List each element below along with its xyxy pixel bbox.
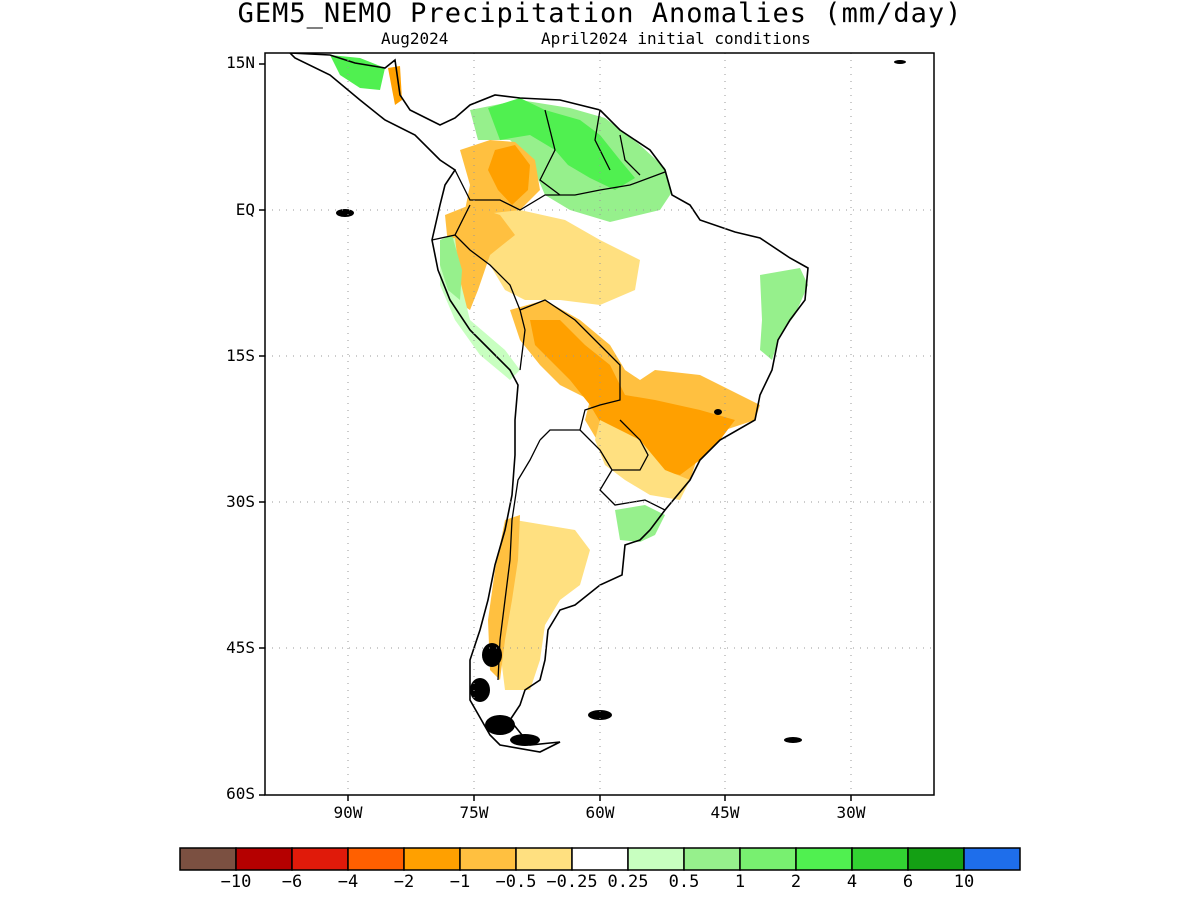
grid-lines — [265, 53, 934, 795]
colorbar-swatch — [235, 847, 293, 871]
lon-label-30w: 30W — [836, 803, 866, 822]
colorbar-swatch — [907, 847, 965, 871]
lon-label-60w: 60W — [585, 803, 615, 822]
colorbar-swatch — [851, 847, 909, 871]
colorbar-swatch — [571, 847, 629, 871]
colorbar-swatch — [403, 847, 461, 871]
axis-ticks — [259, 63, 852, 801]
venezuela-wet-region — [488, 98, 635, 190]
colorbar-label: 4 — [846, 872, 858, 892]
colorbar-label: 0.25 — [607, 872, 649, 892]
colorbar-swatch — [739, 847, 797, 871]
chart-title: GEM5_NEMO Precipitation Anomalies (mm/da… — [237, 0, 963, 29]
colorbar-label: 6 — [902, 872, 914, 892]
colorbar-swatch — [459, 847, 517, 871]
central-america-dry-region — [388, 66, 402, 105]
lon-label-75w: 75W — [459, 803, 489, 822]
uruguay-wet-region — [615, 505, 665, 542]
lon-label-45w: 45W — [710, 803, 740, 822]
colorbar-label: −2 — [393, 872, 415, 892]
colorbar-swatch — [795, 847, 853, 871]
colorbar-label: −6 — [281, 872, 303, 892]
colombia-core-dry-region — [488, 145, 530, 205]
andes-south-dry-region — [488, 515, 520, 680]
colorbar-label: −10 — [220, 872, 252, 892]
map-area — [265, 53, 934, 795]
colorbar-swatch — [179, 847, 237, 871]
lat-label-60s: 60S — [226, 784, 255, 803]
brazil-southeast-dry-region — [530, 320, 735, 475]
colorbar-label: 1 — [734, 872, 746, 892]
lat-label-45s: 45S — [226, 638, 255, 657]
anomaly-shading — [330, 55, 808, 690]
lat-label-15s: 15S — [226, 346, 255, 365]
forecast-month: Aug2024 — [381, 29, 449, 48]
colorbar-swatch — [683, 847, 741, 871]
colorbar-label: −4 — [337, 872, 359, 892]
colorbar-label: 10 — [953, 872, 975, 892]
islands — [336, 60, 906, 746]
lon-label-90w: 90W — [333, 803, 363, 822]
amazon-dry-region — [475, 210, 640, 305]
colorbar-label: 0.5 — [668, 872, 700, 892]
colorbar-label: −1 — [449, 872, 471, 892]
colorbar-swatch — [963, 847, 1021, 871]
colorbar-label: −0.25 — [546, 872, 598, 892]
lat-label-30s: 30S — [226, 492, 255, 511]
colorbar — [179, 847, 1021, 871]
colorbar-swatch — [515, 847, 573, 871]
lat-label-15n: 15N — [226, 53, 255, 72]
central-america-wet-region — [330, 55, 385, 90]
argentina-dry-region — [500, 520, 590, 690]
brazil-south-light-dry-region — [595, 420, 690, 500]
country-borders — [431, 109, 666, 681]
ne-brazil-wet-region — [760, 268, 808, 360]
south-america-landmass — [290, 53, 808, 752]
lat-label-eq: EQ — [235, 200, 255, 219]
colorbar-swatch — [347, 847, 405, 871]
colorbar-swatch — [291, 847, 349, 871]
ecuador-wet-region — [440, 235, 462, 300]
colorbar-label: 2 — [790, 872, 802, 892]
colorbar-label: −0.5 — [495, 872, 537, 892]
colorbar-swatch — [627, 847, 685, 871]
initial-conditions: April2024 initial conditions — [541, 29, 811, 48]
